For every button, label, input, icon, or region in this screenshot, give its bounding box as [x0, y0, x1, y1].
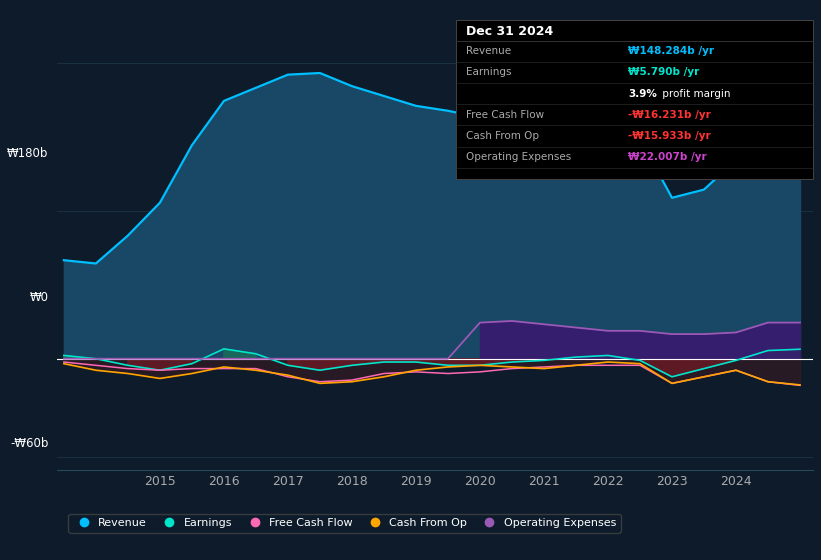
Text: Earnings: Earnings: [466, 67, 511, 77]
Legend: Revenue, Earnings, Free Cash Flow, Cash From Op, Operating Expenses: Revenue, Earnings, Free Cash Flow, Cash …: [68, 514, 621, 533]
Text: ₩0: ₩0: [30, 291, 48, 305]
Text: Cash From Op: Cash From Op: [466, 131, 539, 141]
Text: Revenue: Revenue: [466, 46, 511, 56]
Text: Dec 31 2024: Dec 31 2024: [466, 25, 553, 39]
Text: Free Cash Flow: Free Cash Flow: [466, 110, 544, 120]
Text: ₩148.284b /yr: ₩148.284b /yr: [628, 46, 714, 56]
Text: Operating Expenses: Operating Expenses: [466, 152, 571, 162]
Text: ₩5.790b /yr: ₩5.790b /yr: [628, 67, 699, 77]
Text: -₩15.933b /yr: -₩15.933b /yr: [628, 131, 711, 141]
Text: ₩180b: ₩180b: [7, 147, 48, 160]
Text: ₩22.007b /yr: ₩22.007b /yr: [628, 152, 707, 162]
Text: -₩16.231b /yr: -₩16.231b /yr: [628, 110, 711, 120]
Text: -₩60b: -₩60b: [10, 437, 48, 450]
Text: 3.9%: 3.9%: [628, 88, 657, 99]
Text: profit margin: profit margin: [659, 88, 731, 99]
